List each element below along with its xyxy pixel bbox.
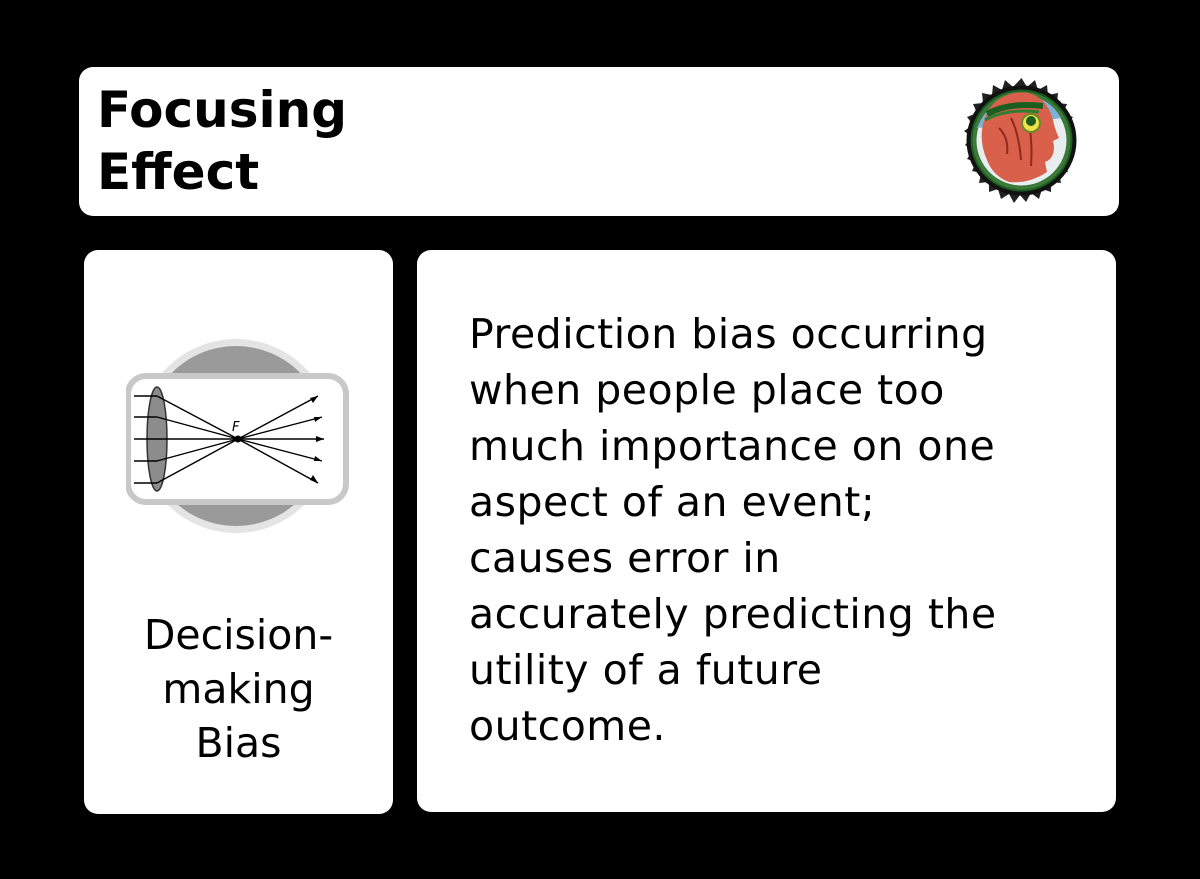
category-panel: F Decision- making Bias (84, 250, 393, 814)
card-title: Focusing Effect (97, 81, 347, 201)
category-label: Decision- making Bias (143, 611, 334, 767)
title-panel: Focusing Effect (79, 67, 1119, 216)
lens-focus-icon: F (126, 339, 349, 533)
description-panel: Prediction bias occurring when people pl… (417, 250, 1116, 812)
description-text: Prediction bias occurring when people pl… (469, 310, 997, 750)
head-profile-seal-icon (964, 78, 1077, 203)
lens-focal-label: F (232, 420, 240, 435)
